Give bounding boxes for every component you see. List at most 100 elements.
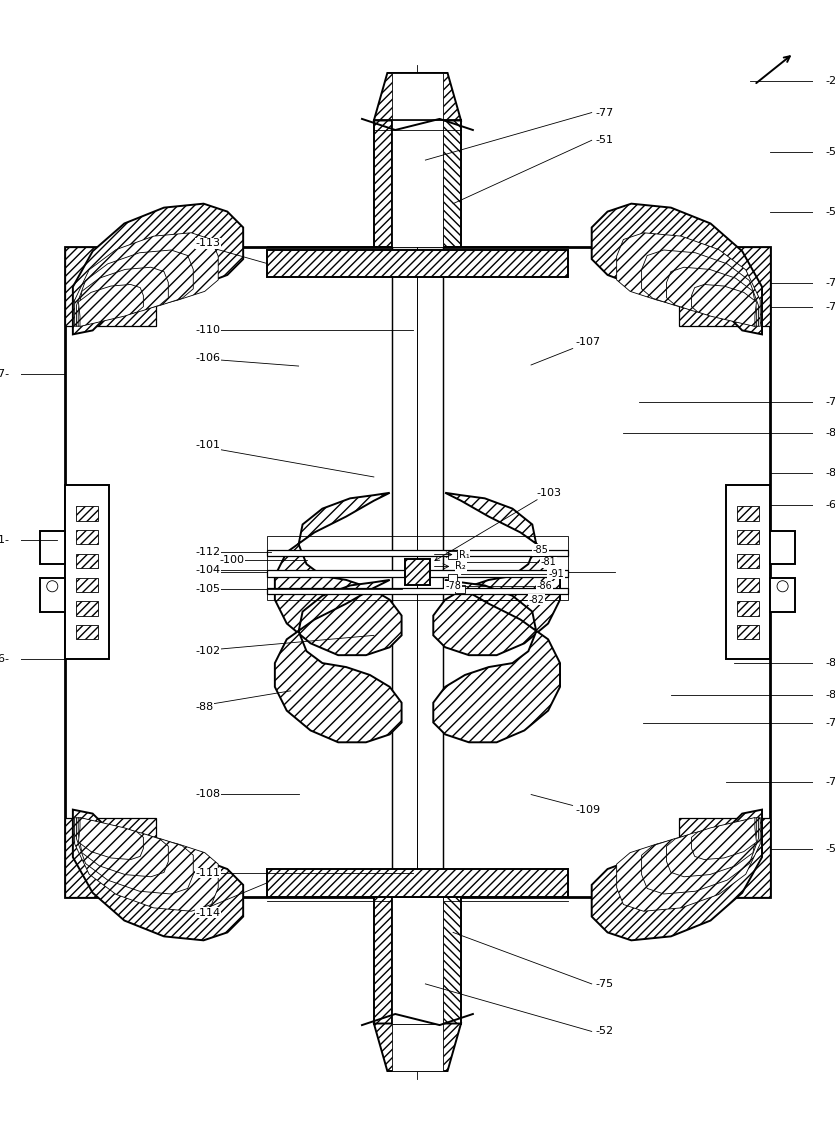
Bar <box>726 485 770 659</box>
Bar <box>737 530 759 545</box>
Text: -78: -78 <box>445 581 461 591</box>
Bar <box>76 554 98 569</box>
Bar <box>443 120 461 247</box>
Text: -77: -77 <box>595 108 614 118</box>
Polygon shape <box>78 818 169 876</box>
Text: -109: -109 <box>531 794 601 815</box>
Bar <box>76 530 98 545</box>
Bar <box>737 602 759 615</box>
Text: -72: -72 <box>825 278 835 288</box>
Text: 57-: 57- <box>0 370 9 379</box>
Text: -50: -50 <box>825 148 835 157</box>
Polygon shape <box>691 818 757 859</box>
Bar <box>76 507 98 521</box>
Bar <box>737 625 759 639</box>
Text: -106: -106 <box>195 353 220 363</box>
Text: -54: -54 <box>825 844 835 855</box>
Polygon shape <box>275 580 402 742</box>
Bar <box>770 579 795 612</box>
Bar <box>267 249 568 277</box>
Polygon shape <box>592 204 762 334</box>
Bar <box>39 579 65 612</box>
Bar <box>39 531 65 564</box>
Polygon shape <box>641 251 758 326</box>
Bar <box>405 559 430 585</box>
Bar <box>65 818 156 897</box>
Polygon shape <box>433 580 560 742</box>
Text: -83: -83 <box>825 428 835 438</box>
Polygon shape <box>73 204 243 334</box>
Bar <box>448 550 457 558</box>
Text: -62: -62 <box>825 500 835 510</box>
Text: -104: -104 <box>195 565 220 575</box>
Bar <box>76 602 98 615</box>
Text: -26: -26 <box>825 76 835 86</box>
Polygon shape <box>374 73 461 120</box>
Bar <box>770 531 795 564</box>
Bar <box>455 562 465 570</box>
Bar <box>267 588 568 594</box>
Bar <box>392 73 443 120</box>
Polygon shape <box>74 818 218 912</box>
Bar <box>374 120 392 247</box>
Text: -107: -107 <box>531 337 601 365</box>
Text: -81: -81 <box>540 557 556 567</box>
Bar <box>679 247 770 326</box>
Bar <box>443 897 461 1024</box>
Bar <box>737 507 759 521</box>
Text: -101: -101 <box>195 440 220 451</box>
Bar <box>737 578 759 591</box>
Polygon shape <box>78 268 169 326</box>
Bar <box>392 1024 443 1071</box>
Text: -88: -88 <box>195 701 214 712</box>
Text: R₁: R₁ <box>458 549 469 559</box>
Text: -108: -108 <box>195 789 220 799</box>
Bar <box>267 571 568 577</box>
Text: -84: -84 <box>825 690 835 700</box>
Polygon shape <box>78 818 144 859</box>
Bar <box>267 869 568 897</box>
Circle shape <box>777 581 788 591</box>
Text: -71: -71 <box>825 302 835 311</box>
Bar <box>267 550 568 556</box>
Bar <box>737 554 759 569</box>
Text: -53: -53 <box>825 207 835 216</box>
Polygon shape <box>374 1024 461 1071</box>
Text: -112: -112 <box>195 547 220 557</box>
Polygon shape <box>691 285 757 326</box>
Text: -86: -86 <box>536 581 552 591</box>
Bar <box>448 574 457 582</box>
Text: -76: -76 <box>825 717 835 728</box>
Text: -74: -74 <box>825 777 835 787</box>
Text: -105: -105 <box>195 585 220 595</box>
Text: -110: -110 <box>195 325 220 335</box>
Text: -102: -102 <box>195 646 220 657</box>
Text: 61-: 61- <box>0 535 9 546</box>
Polygon shape <box>641 818 758 893</box>
Text: 66-: 66- <box>0 654 9 665</box>
Text: -80: -80 <box>825 468 835 478</box>
Polygon shape <box>78 285 144 326</box>
Text: -89: -89 <box>825 658 835 668</box>
Polygon shape <box>666 268 757 326</box>
Polygon shape <box>77 251 193 326</box>
Text: -114: -114 <box>195 907 220 917</box>
Bar <box>76 578 98 591</box>
Text: -113: -113 <box>195 238 220 248</box>
Bar <box>374 897 392 1024</box>
Bar <box>65 247 156 326</box>
Text: R₂: R₂ <box>455 562 466 572</box>
Text: -75: -75 <box>595 979 614 988</box>
Text: -52: -52 <box>595 1026 614 1036</box>
Bar <box>267 537 568 599</box>
Polygon shape <box>617 818 760 912</box>
Bar <box>679 818 770 897</box>
Text: -82: -82 <box>529 595 544 605</box>
Bar <box>392 897 443 1024</box>
Circle shape <box>47 581 58 591</box>
Bar <box>392 120 443 247</box>
Polygon shape <box>73 810 243 940</box>
Bar <box>65 485 109 659</box>
Polygon shape <box>617 232 760 326</box>
Text: -111: -111 <box>195 868 220 877</box>
